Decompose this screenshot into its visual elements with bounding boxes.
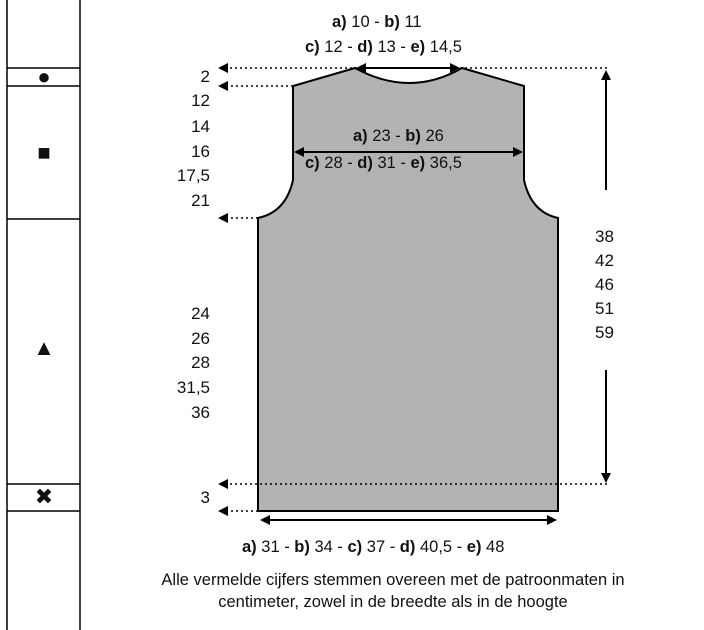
neck-size-label-line1: a) 10 - b) 11 <box>332 13 422 31</box>
total-length-value: 51 <box>595 299 614 318</box>
bottom-size-label: a) 31 - b) 34 - c) 37 - d) 40,5 - e) 48 <box>242 538 505 556</box>
total-length-value: 42 <box>595 251 614 270</box>
neck-drop-value: 2 <box>200 67 210 86</box>
armhole-value: 21 <box>191 191 210 210</box>
neck-size-label-line2: c) 12 - d) 13 - e) 14,5 <box>305 38 462 56</box>
circle-marker-icon: ● <box>37 64 51 89</box>
shoulder-size-label-line1: a) 23 - b) 26 <box>353 127 444 145</box>
body-length-value: 31,5 <box>176 378 210 397</box>
armhole-value: 14 <box>191 117 210 136</box>
armhole-value: 12 <box>191 91 210 110</box>
armhole-value: 17,5 <box>176 166 210 185</box>
shoulder-size-label-line2: c) 28 - d) 31 - e) 36,5 <box>305 154 462 172</box>
vest-back-shape <box>257 66 559 512</box>
body-length-value: 24 <box>191 304 210 323</box>
total-length-value: 59 <box>595 323 614 342</box>
total-length-value: 38 <box>595 227 614 246</box>
cross-marker-icon: ✖ <box>34 484 54 509</box>
total-length-value: 46 <box>595 275 614 294</box>
armhole-value: 16 <box>191 142 210 161</box>
square-marker-icon: ■ <box>37 140 51 165</box>
body-length-value: 26 <box>191 329 210 348</box>
reference-lines <box>218 63 607 516</box>
body-length-value: 28 <box>191 353 210 372</box>
footnote-line2: centimeter, zowel in de breedte als in d… <box>218 593 568 611</box>
footnote-line1: Alle vermelde cijfers stemmen overeen me… <box>161 571 625 589</box>
legend-column <box>6 0 81 630</box>
body-length-value: 36 <box>191 403 210 422</box>
triangle-marker-icon: ▲ <box>33 335 55 360</box>
ribbing-value: 3 <box>200 488 210 507</box>
